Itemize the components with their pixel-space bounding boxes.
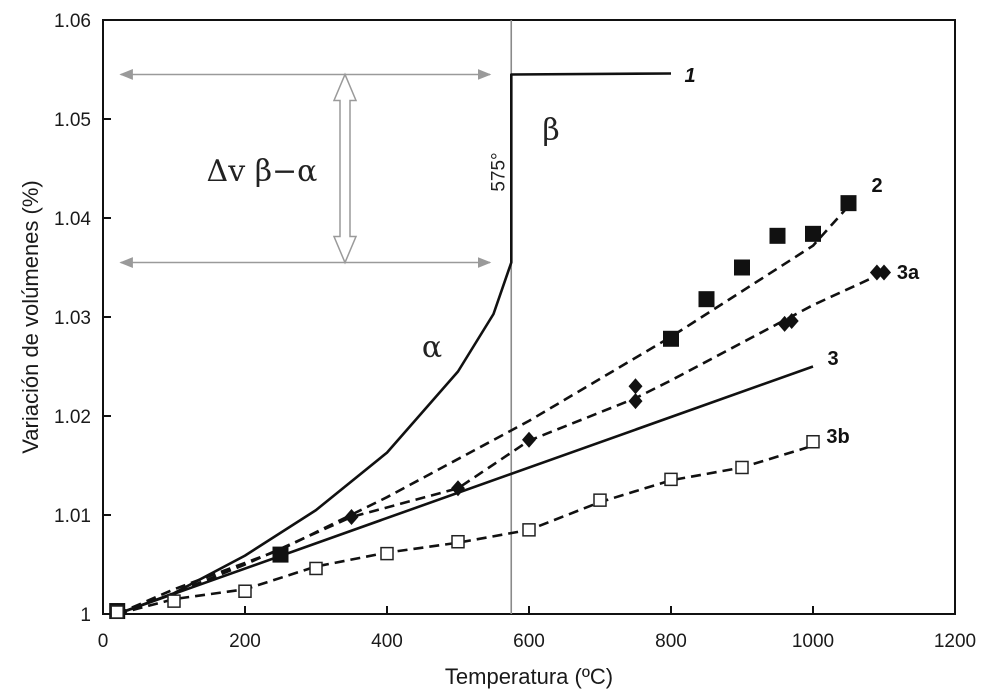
point-3b: [167, 594, 181, 608]
y-tick-label: 1: [80, 605, 91, 626]
x-tick-label: 400: [371, 631, 403, 652]
series-label-3b: 3b: [826, 426, 849, 448]
series-label-1: 1: [684, 65, 695, 87]
y-tick-label: 1.06: [54, 11, 91, 32]
point-3b: [664, 472, 678, 487]
series-line-3: [116, 365, 814, 616]
y-tick-label: 1.04: [54, 209, 91, 230]
point-3b: [451, 534, 465, 549]
y-tick-label: 1.03: [54, 308, 91, 329]
point-3b: [593, 493, 607, 507]
y-tick-label: 1.05: [54, 110, 91, 131]
y-axis-title: Variación de volúmenes (%): [18, 180, 43, 454]
x-tick-label: 0: [98, 631, 109, 652]
series-points: [109, 195, 891, 620]
x-tick-label: 200: [229, 631, 261, 652]
alpha-phase-label: α: [422, 330, 442, 365]
x-tick-label: 1200: [934, 631, 976, 652]
point-2: [663, 330, 679, 347]
point-3a: [451, 480, 465, 497]
point-3b: [735, 460, 749, 475]
point-2: [734, 259, 750, 276]
axis-ticks: [102, 19, 956, 615]
point-3b: [110, 605, 124, 619]
point-2: [840, 195, 857, 212]
series-labels: 1 2 3a 3 3b: [684, 65, 920, 448]
beta-phase-label: β: [542, 113, 559, 148]
point-2: [805, 225, 821, 242]
point-3a: [628, 378, 643, 395]
delta-label: Δv β−α: [207, 154, 318, 189]
point-3a: [522, 431, 536, 448]
series-label-3a: 3a: [897, 262, 920, 284]
point-3a: [784, 312, 799, 329]
x-axis-title: Temperatura (ºC): [445, 664, 613, 689]
series-label-3: 3: [827, 348, 838, 370]
point-3a: [344, 508, 359, 525]
point-3b: [380, 546, 394, 561]
series-line-3b: [116, 444, 814, 616]
x-tick-label: 1000: [792, 631, 834, 652]
point-3b: [238, 584, 252, 598]
x-tick-label: 600: [513, 631, 545, 652]
point-3b: [309, 561, 323, 576]
y-tick-label: 1.02: [54, 407, 91, 428]
point-3b: [806, 434, 820, 449]
transition-label: 575°: [488, 152, 509, 191]
annotations: 575° Δv β−α α β: [119, 20, 560, 614]
series-line-2: [116, 205, 850, 616]
y-tick-label: 1.01: [54, 506, 91, 527]
tick-labels: 0 200 400 600 800 1000 1200 1 1.01 1.02 1.03 1.04 1.…: [54, 11, 976, 652]
delta-double-arrow-icon: [332, 72, 358, 265]
series-line-1: [116, 72, 672, 616]
point-3a: [877, 264, 891, 281]
series-label-2: 2: [871, 175, 882, 197]
point-3a: [628, 393, 643, 410]
point-2: [272, 546, 289, 563]
x-tick-label: 800: [655, 631, 687, 652]
point-2: [698, 291, 715, 308]
point-2: [769, 227, 786, 244]
point-3b: [522, 523, 536, 537]
point-3a: [869, 264, 884, 281]
